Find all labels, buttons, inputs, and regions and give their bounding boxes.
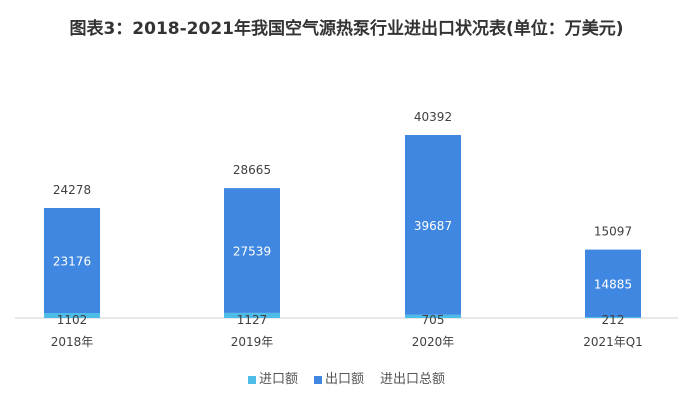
legend-item: 进口额 — [247, 368, 298, 387]
x-tick-label: 2019年 — [231, 335, 274, 349]
label-export: 27539 — [233, 245, 271, 259]
label-total: 24278 — [53, 183, 91, 197]
bar-import — [44, 313, 100, 318]
legend-swatch — [313, 375, 322, 384]
legend-label: 进口额 — [258, 372, 298, 387]
legend-item: 出口额 — [313, 368, 364, 387]
legend-item: 进出口总额 — [380, 368, 445, 387]
label-total: 15097 — [594, 225, 632, 239]
legend-label: 出口额 — [324, 372, 364, 387]
bar-import — [224, 312, 280, 318]
legend-label: 进出口总额 — [380, 372, 446, 387]
bar-import — [405, 314, 461, 318]
label-import: 1102 — [57, 313, 88, 327]
x-tick-label: 2018年 — [51, 335, 94, 349]
bar-export — [405, 135, 461, 315]
x-tick-label: 2021年Q1 — [583, 335, 643, 349]
legend: 进口额 出口额 进出口总额 — [0, 368, 693, 387]
bar-export — [44, 208, 100, 314]
x-tick-label: 2020年 — [412, 335, 455, 349]
bar-export — [224, 188, 280, 313]
chart-title: 图表3：2018-2021年我国空气源热泵行业进出口状况表(单位：万美元) — [69, 19, 624, 39]
bar-import — [585, 317, 641, 318]
label-total: 40392 — [414, 110, 452, 124]
label-export: 14885 — [594, 277, 632, 291]
bar-export — [585, 249, 641, 318]
label-import: 1127 — [237, 313, 268, 327]
label-import: 212 — [602, 313, 625, 327]
label-import: 705 — [422, 313, 445, 327]
label-export: 39687 — [414, 219, 452, 233]
label-export: 23176 — [53, 255, 91, 269]
legend-swatch — [247, 375, 256, 384]
label-total: 28665 — [233, 163, 271, 177]
